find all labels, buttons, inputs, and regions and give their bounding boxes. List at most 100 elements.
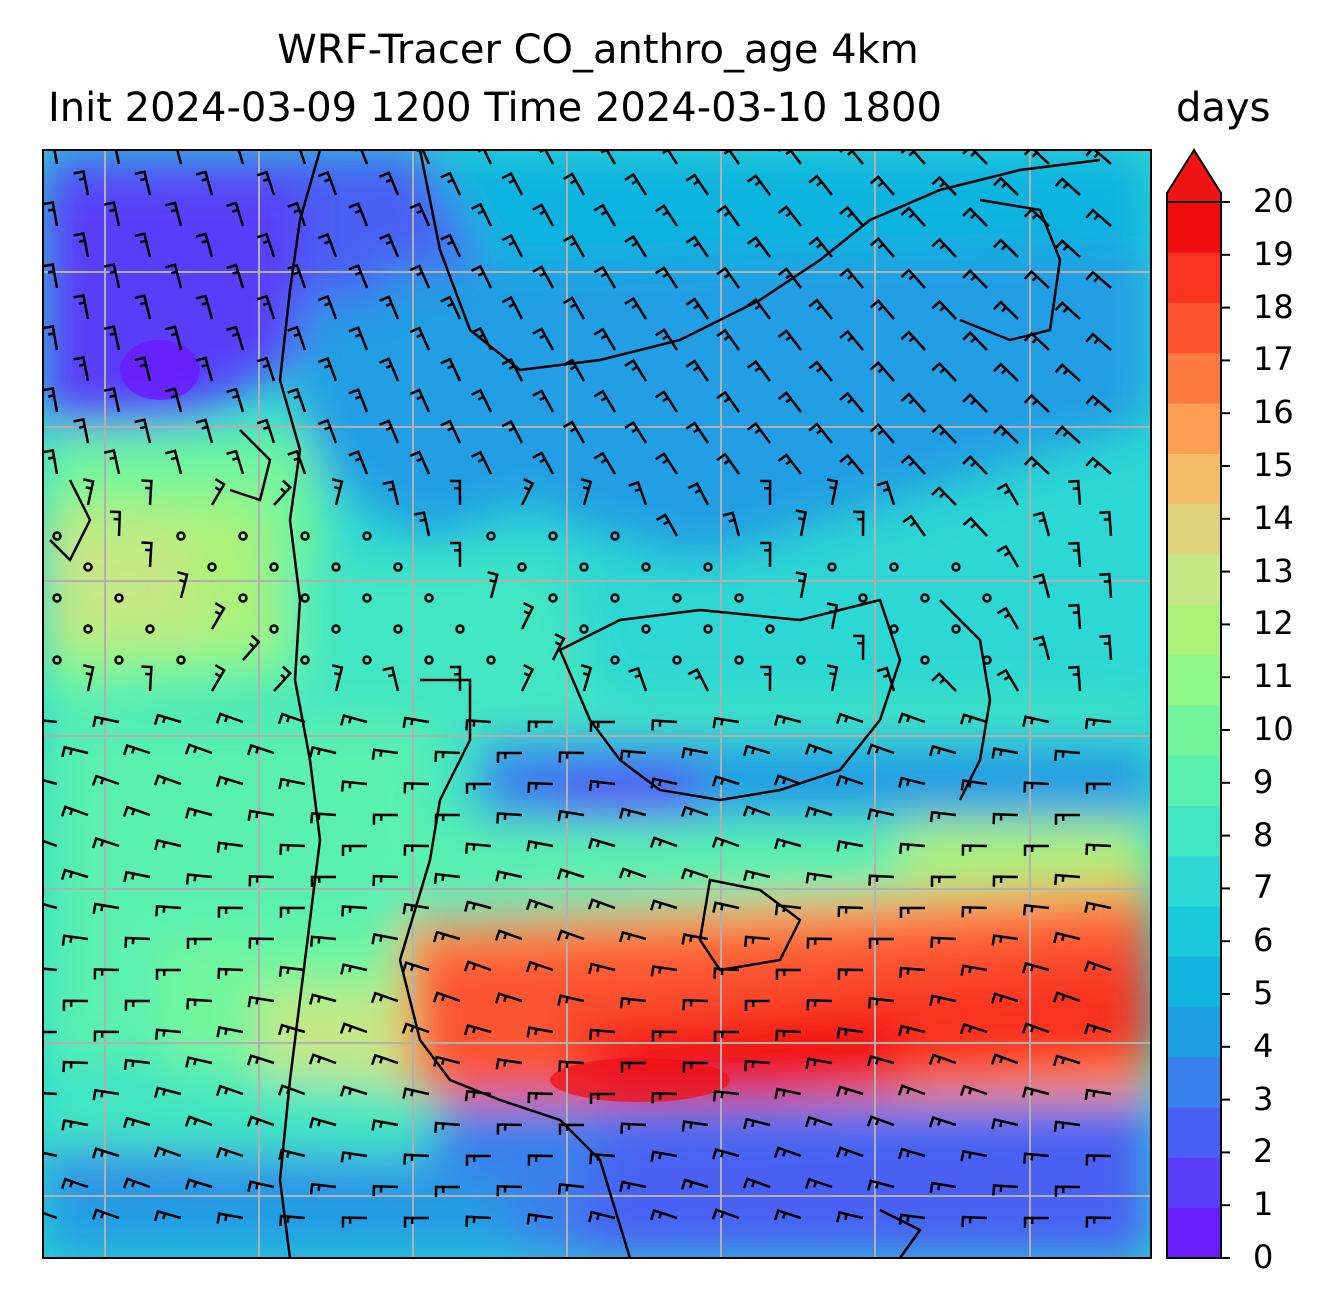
wind-barb — [931, 423, 957, 444]
calm-wind-marker — [641, 562, 651, 572]
wind-barb — [1053, 1120, 1081, 1132]
wind-barb — [835, 712, 864, 725]
wind-barb — [279, 1214, 306, 1227]
wind-barb — [959, 713, 988, 725]
calm-wind-marker — [734, 593, 744, 603]
wind-barb — [743, 744, 771, 757]
wind-barb — [164, 449, 183, 475]
wind-barb — [866, 743, 895, 755]
wind-barb — [463, 900, 492, 912]
calm-wind-marker — [114, 593, 124, 603]
wind-barb — [61, 745, 89, 758]
wind-barb — [808, 422, 833, 444]
wind-barb — [588, 1210, 616, 1223]
wind-barb — [532, 203, 555, 227]
wind-barb — [1084, 717, 1112, 730]
wind-barb — [409, 388, 431, 413]
wind-barb — [853, 510, 865, 537]
wind-barb — [91, 1147, 120, 1159]
wind-barb — [186, 998, 213, 1010]
wind-barb — [624, 296, 648, 320]
wind-barb — [1085, 270, 1112, 289]
wind-barb — [465, 718, 492, 731]
colorbar-swatch — [1167, 302, 1221, 354]
wind-barb — [651, 719, 678, 731]
calm-wind-marker — [238, 593, 248, 603]
wind-barb — [371, 1119, 399, 1131]
wind-barb — [866, 1179, 895, 1191]
wind-barb — [62, 999, 89, 1011]
wind-barb — [1085, 208, 1112, 227]
wind-barb — [92, 715, 120, 728]
wind-barb — [53, 150, 59, 165]
wind-barb — [124, 999, 151, 1011]
wind-barb — [532, 265, 555, 289]
wind-barb — [382, 666, 400, 692]
wind-barb — [1085, 150, 1112, 165]
wind-barb — [124, 936, 151, 948]
wind-barb — [293, 150, 307, 165]
wind-barb — [1068, 479, 1082, 506]
wind-barb — [746, 359, 772, 382]
wind-barb — [1054, 177, 1081, 196]
wind-barb — [278, 777, 306, 790]
wind-barb — [287, 387, 307, 413]
wind-barb — [287, 325, 307, 351]
wind-barb — [681, 747, 709, 759]
wind-barb — [990, 992, 1019, 1004]
wind-barb — [960, 964, 988, 976]
wind-barb — [463, 1023, 492, 1036]
wind-barb — [681, 933, 709, 945]
wind-barb — [402, 1087, 430, 1099]
wind-barb — [744, 999, 770, 1011]
wind-barb — [83, 664, 95, 692]
wind-barb — [556, 868, 585, 880]
wind-barb — [372, 1184, 399, 1197]
calm-wind-marker — [52, 655, 62, 665]
wind-barb — [247, 809, 275, 822]
wind-barb — [164, 263, 183, 289]
wind-barb — [496, 1185, 523, 1197]
wind-barb — [210, 602, 226, 630]
wind-barb — [43, 1030, 57, 1034]
wind-barb — [716, 328, 741, 351]
calm-wind-marker — [889, 562, 899, 572]
wind-barb — [43, 1211, 58, 1220]
wind-barb — [808, 174, 833, 196]
map-title-line-2: Init 2024-03-09 1200 Time 2024-03-10 180… — [48, 85, 942, 131]
wind-barb — [434, 813, 461, 825]
colorbar-swatch — [1167, 805, 1221, 857]
wind-barb — [310, 875, 336, 887]
wind-barb — [773, 774, 802, 786]
wind-barb — [402, 902, 430, 915]
wind-barb — [464, 1089, 492, 1102]
calm-wind-marker — [83, 624, 93, 634]
calm-wind-marker — [734, 655, 744, 665]
map-panel — [43, 150, 1151, 1258]
wind-barb — [370, 1053, 399, 1066]
wind-barb — [620, 1122, 647, 1134]
wind-barb — [744, 1059, 771, 1072]
calm-wind-marker — [486, 655, 496, 665]
wind-barb — [310, 811, 337, 824]
calm-wind-marker — [300, 655, 310, 665]
wind-barb — [900, 206, 926, 227]
wind-barb — [434, 1185, 460, 1197]
wind-barb — [746, 297, 772, 320]
calm-wind-marker — [176, 531, 186, 541]
wind-barb — [155, 968, 181, 980]
wind-barb — [869, 299, 895, 320]
wind-barb — [775, 968, 802, 980]
calm-wind-marker — [331, 562, 341, 572]
wind-barb — [103, 263, 121, 289]
wind-barb — [961, 906, 988, 918]
wind-barb — [341, 844, 367, 856]
wind-barb — [711, 836, 740, 848]
wind-barb — [184, 1178, 213, 1190]
wind-barb — [164, 201, 183, 227]
wind-barb — [624, 358, 648, 382]
wind-barb — [317, 170, 338, 196]
map-frame — [42, 149, 1152, 1259]
wind-barb — [184, 1115, 213, 1127]
wind-barb — [680, 1178, 709, 1190]
